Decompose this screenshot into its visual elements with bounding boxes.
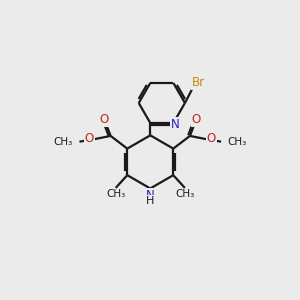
Text: Br: Br	[192, 76, 205, 89]
Text: O: O	[191, 113, 201, 126]
Text: O: O	[85, 132, 94, 145]
Text: CH₃: CH₃	[228, 137, 247, 147]
Text: O: O	[207, 132, 216, 145]
Text: H: H	[146, 196, 154, 206]
Text: N: N	[146, 189, 155, 202]
Text: CH₃: CH₃	[54, 137, 73, 147]
Text: N: N	[171, 118, 180, 131]
Text: CH₃: CH₃	[175, 189, 194, 200]
Text: CH₃: CH₃	[106, 189, 125, 200]
Text: O: O	[100, 113, 109, 126]
